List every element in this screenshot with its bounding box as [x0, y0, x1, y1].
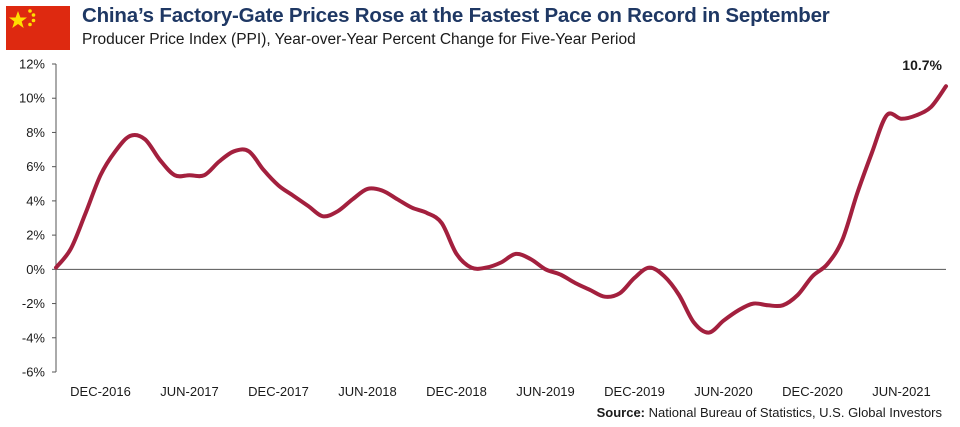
y-tick-label: 10% [19, 91, 45, 106]
latest-value-annotation: 10.7% [902, 57, 942, 73]
source-text: National Bureau of Statistics, U.S. Glob… [648, 405, 942, 420]
y-tick-label: 2% [26, 228, 45, 243]
flag-small-star-4 [28, 22, 32, 27]
x-tick-label: DEC-2017 [248, 384, 309, 399]
y-tick-label: 6% [26, 159, 45, 174]
flag-field [6, 6, 70, 50]
source-note: Source: National Bureau of Statistics, U… [597, 405, 942, 420]
flag-small-star-2 [31, 13, 36, 17]
y-tick-label: 8% [26, 125, 45, 140]
flag-big-star [9, 11, 27, 28]
flag-small-star-3 [31, 18, 36, 23]
y-tick-label: -6% [22, 365, 46, 380]
x-tick-label: JUN-2018 [338, 384, 397, 399]
china-flag-icon [6, 6, 70, 50]
y-tick-label: -2% [22, 296, 46, 311]
y-tick-label: 0% [26, 262, 45, 277]
x-tick-label: JUN-2017 [160, 384, 219, 399]
chart-subtitle: Producer Price Index (PPI), Year-over-Ye… [82, 31, 636, 48]
y-tick-label: 4% [26, 193, 45, 208]
x-tick-label: DEC-2016 [70, 384, 131, 399]
x-tick-label: DEC-2019 [604, 384, 665, 399]
y-tick-label: -4% [22, 330, 46, 345]
ppi-series-line [54, 84, 948, 335]
y-tick-label: 12% [19, 57, 45, 72]
x-tick-label: JUN-2019 [516, 384, 575, 399]
x-tick-label: DEC-2020 [782, 384, 843, 399]
flag-small-star-1 [28, 9, 32, 13]
x-tick-label: JUN-2020 [694, 384, 753, 399]
x-tick-label: JUN-2021 [872, 384, 931, 399]
chart-title: China’s Factory-Gate Prices Rose at the … [82, 4, 830, 27]
x-tick-label: DEC-2018 [426, 384, 487, 399]
source-label: Source: [596, 405, 646, 420]
